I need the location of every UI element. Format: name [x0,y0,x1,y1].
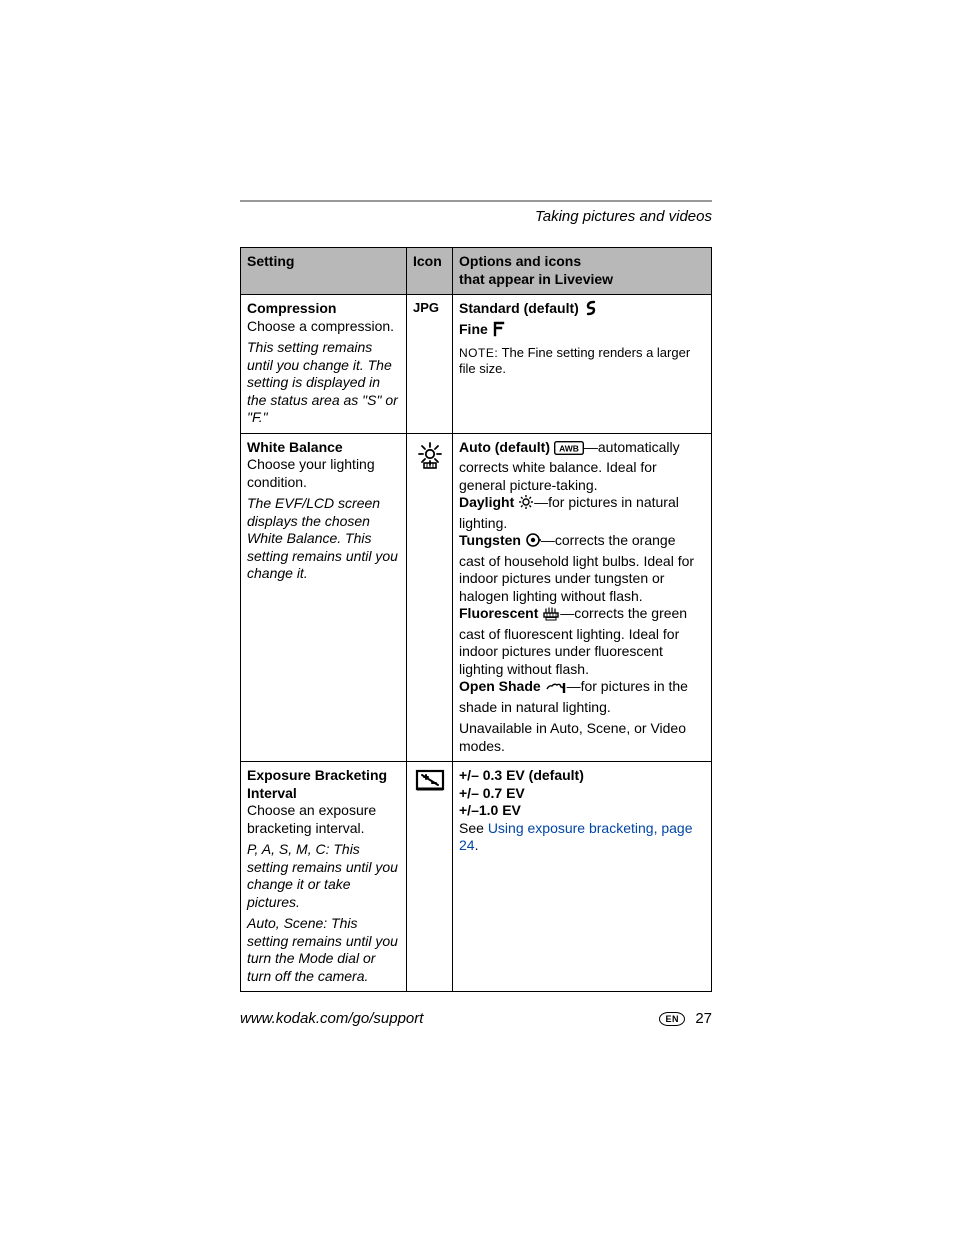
compression-desc: Choose a compression. [247,318,400,336]
wb-unavailable: Unavailable in Auto, Scene, or Video mod… [459,720,705,755]
eb-note1: P, A, S, M, C: This setting remains unti… [247,841,400,911]
ev-10: +/–1.0 EV [459,802,705,820]
fine-label: Fine [459,321,488,337]
daylight-label: Daylight [459,494,514,510]
eb-note2: Auto, Scene: This setting remains until … [247,915,400,985]
th-icon: Icon [407,248,453,295]
row-exposure-bracketing: Exposure Bracketing Interval Choose an e… [241,762,712,992]
jpg-icon: JPG [413,300,439,315]
auto-label: Auto (default) [459,439,550,455]
see-prefix: See [459,820,488,836]
wb-title: White Balance [247,439,400,457]
wb-note: The EVF/LCD screen displays the chosen W… [247,495,400,583]
see-suffix: . [475,837,479,853]
eb-title1: Exposure Bracketing [247,767,400,785]
exposure-bracketing-icon [413,769,446,791]
ev-07: +/– 0.7 EV [459,785,705,803]
standard-icon [583,300,599,321]
section-title: Taking pictures and videos [240,208,712,225]
openshade-label: Open Shade [459,678,541,694]
standard-label: Standard (default) [459,300,579,316]
daylight-icon [518,494,534,515]
wb-desc: Choose your lighting condition. [247,456,400,491]
exposure-bracketing-link[interactable]: Using exposure bracketing, page 24 [459,820,693,854]
row-compression: Compression Choose a compression. This s… [241,295,712,434]
fine-icon [492,321,506,342]
th-options: Options and icons that appear in Livevie… [453,248,712,295]
svg-text:AWB: AWB [559,443,579,453]
openshade-icon [545,680,567,699]
compression-title: Compression [247,300,400,318]
white-balance-icon [413,441,446,471]
tungsten-icon [525,532,541,553]
page-number: 27 [695,1010,712,1027]
th-setting: Setting [241,248,407,295]
row-white-balance: White Balance Choose your lighting condi… [241,433,712,762]
awb-icon: AWB [554,441,584,460]
fluorescent-icon [542,607,560,626]
note-label: NOTE: [459,346,498,360]
lang-badge: EN [659,1012,685,1026]
footer-url[interactable]: www.kodak.com/go/support [240,1010,423,1027]
tungsten-label: Tungsten [459,532,521,548]
ev-03: +/– 0.3 EV (default) [459,767,705,785]
compression-note: This setting remains until you change it… [247,339,400,427]
fluorescent-label: Fluorescent [459,605,538,621]
eb-desc: Choose an exposure bracketing interval. [247,802,400,837]
settings-table: Setting Icon Options and icons that appe… [240,247,712,992]
eb-title2: Interval [247,785,400,803]
